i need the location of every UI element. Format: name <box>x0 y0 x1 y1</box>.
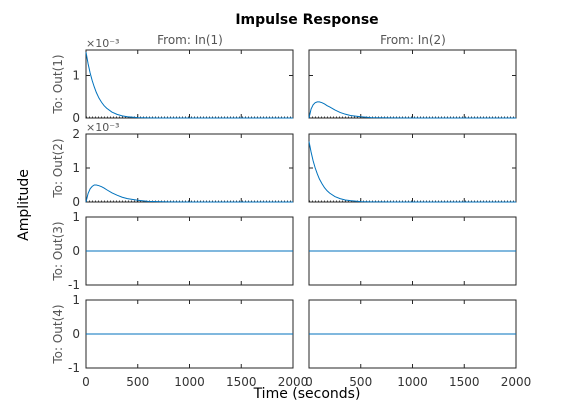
axes-frame <box>308 49 517 119</box>
response-line <box>308 101 516 119</box>
subplot-r1-c1: 01 <box>72 49 294 125</box>
y-tick-label: 0 <box>72 244 80 258</box>
x-tick-label: 1000 <box>397 375 428 389</box>
column-label-in2: From: In(2) <box>380 33 446 47</box>
exponent-label-row1: ×10⁻³ <box>86 37 119 50</box>
subplot-r4-c2: 0 500 1000 1500 2000 <box>305 299 532 389</box>
row-label-out2: To: Out(2) <box>51 138 65 198</box>
response-line <box>308 141 516 203</box>
subplot-r2-c1: 0 1 2 <box>72 127 294 209</box>
axes-frame <box>85 49 294 119</box>
x-tick-label: 1000 <box>174 375 205 389</box>
axes-frame <box>308 133 517 203</box>
y-tick-label: 1 <box>72 210 80 224</box>
x-tick-label: 1500 <box>226 375 257 389</box>
chart-title: Impulse Response <box>235 12 378 28</box>
y-tick-label: 0 <box>72 195 80 209</box>
x-tick-label: 500 <box>126 375 149 389</box>
row-label-out4: To: Out(4) <box>51 304 65 364</box>
subplot-r2-c2 <box>308 133 517 203</box>
x-tick-label: 500 <box>349 375 372 389</box>
y-tick-label: 1 <box>72 161 80 175</box>
axes-frame <box>85 133 294 203</box>
y-axis-label: Amplitude <box>16 169 32 241</box>
x-tick-label: 2000 <box>278 375 309 389</box>
x-tick-label: 2000 <box>501 375 532 389</box>
y-tick-label: -1 <box>68 361 80 375</box>
response-line <box>85 52 293 119</box>
y-tick-label: 0 <box>72 111 80 125</box>
x-axis-label: Time (seconds) <box>253 386 361 402</box>
subplot-r3-c1: -1 0 1 <box>68 210 294 292</box>
row-label-out1: To: Out(1) <box>51 54 65 114</box>
subplot-r3-c2 <box>308 216 517 286</box>
exponent-label-row2: ×10⁻³ <box>86 121 119 134</box>
x-tick-label: 0 <box>305 375 313 389</box>
subplot-r1-c2 <box>308 49 517 119</box>
y-tick-label: 2 <box>72 127 80 141</box>
x-tick-label: 1500 <box>449 375 480 389</box>
y-tick-label: 0 <box>72 327 80 341</box>
column-label-in1: From: In(1) <box>157 33 223 47</box>
y-tick-label: 1 <box>72 293 80 307</box>
row-label-out3: To: Out(3) <box>51 221 65 281</box>
y-tick-label: -1 <box>68 278 80 292</box>
y-tick-label: 1 <box>72 69 80 83</box>
x-tick-label: 0 <box>82 375 90 389</box>
response-line <box>85 184 293 203</box>
